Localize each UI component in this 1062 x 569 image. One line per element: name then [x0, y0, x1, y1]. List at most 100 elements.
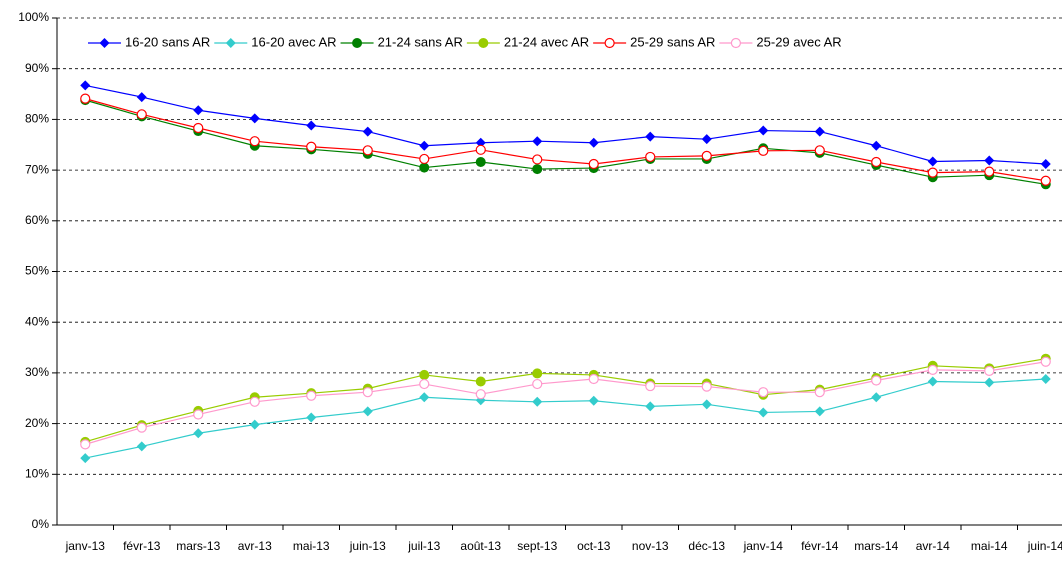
marker [645, 401, 656, 412]
marker [419, 162, 430, 173]
y-tick-label: 40% [25, 314, 49, 328]
marker [701, 134, 712, 145]
y-tick-label: 10% [25, 466, 49, 480]
x-tick-label: févr-14 [801, 539, 839, 553]
marker [730, 37, 742, 49]
marker [927, 364, 938, 375]
marker [419, 369, 430, 380]
marker [814, 387, 825, 398]
marker [871, 156, 882, 168]
marker [362, 406, 373, 417]
x-tick-label: nov-13 [632, 539, 669, 553]
marker [475, 137, 486, 148]
marker [419, 140, 430, 151]
marker [193, 428, 204, 439]
x-tick-label: sept-13 [517, 539, 557, 553]
x-tick-label: oct-13 [577, 539, 611, 553]
marker [532, 154, 543, 165]
marker [80, 80, 91, 91]
legend-label: 21-24 avec AR [504, 34, 589, 49]
marker [306, 120, 317, 131]
marker [249, 419, 260, 430]
x-tick-label: janv-14 [743, 539, 784, 553]
marker [193, 105, 204, 116]
marker [478, 38, 489, 48]
marker [984, 166, 995, 177]
marker [758, 125, 769, 136]
x-tick-label: mars-13 [176, 539, 220, 553]
marker [645, 380, 656, 392]
marker [419, 392, 430, 403]
legend-label: 21-24 sans AR [378, 34, 463, 49]
marker [362, 126, 373, 137]
marker [927, 167, 938, 178]
series-line [85, 99, 1046, 185]
marker [532, 378, 543, 390]
marker [306, 390, 317, 401]
marker [80, 453, 91, 464]
y-tick-label: 30% [25, 365, 49, 379]
marker [871, 140, 882, 151]
marker [645, 131, 656, 142]
marker [532, 396, 543, 407]
marker [193, 409, 204, 420]
marker [352, 38, 363, 48]
y-tick-label: 0% [32, 517, 50, 531]
marker [927, 156, 938, 167]
x-tick-label: avr-14 [916, 539, 950, 553]
marker [984, 377, 995, 388]
marker [701, 381, 712, 392]
marker [1040, 373, 1051, 384]
marker [136, 109, 147, 120]
x-tick-label: janv-13 [65, 539, 106, 553]
marker [249, 136, 260, 147]
marker [249, 396, 260, 407]
marker [475, 144, 486, 155]
marker [136, 422, 147, 433]
marker [758, 145, 769, 156]
legend-label: 25-29 avec AR [756, 34, 841, 49]
marker [362, 387, 373, 398]
marker [475, 389, 486, 400]
y-tick-label: 80% [25, 112, 49, 126]
x-tick-label: mars-14 [854, 539, 898, 553]
marker [1040, 159, 1051, 170]
marker [758, 407, 769, 418]
marker [80, 93, 91, 104]
marker [249, 113, 260, 124]
y-tick-label: 70% [25, 162, 49, 176]
y-tick-label: 60% [25, 213, 49, 227]
marker [362, 145, 373, 156]
marker [814, 406, 825, 417]
marker [645, 151, 656, 163]
marker [604, 37, 615, 49]
series-line [85, 98, 1046, 182]
x-tick-label: déc-13 [688, 539, 725, 553]
marker [419, 378, 430, 390]
y-tick-label: 50% [25, 264, 49, 278]
marker [758, 387, 769, 398]
marker [1040, 356, 1051, 367]
marker [475, 156, 486, 167]
marker [871, 375, 882, 386]
y-tick-label: 100% [18, 10, 49, 24]
x-tick-label: juin-13 [349, 539, 386, 553]
x-tick-label: août-13 [460, 539, 501, 553]
marker [80, 439, 91, 450]
marker [814, 126, 825, 137]
marker [701, 150, 712, 162]
marker [225, 38, 236, 48]
y-tick-label: 90% [25, 61, 49, 75]
series-line [85, 378, 1046, 459]
series-line [85, 84, 1046, 165]
marker [419, 153, 430, 165]
marker [588, 137, 599, 148]
marker [136, 441, 147, 452]
marker [532, 368, 543, 379]
marker [193, 122, 204, 134]
marker [588, 373, 599, 385]
marker [475, 376, 486, 387]
marker [588, 395, 599, 406]
marker [306, 412, 317, 423]
marker [871, 392, 882, 403]
